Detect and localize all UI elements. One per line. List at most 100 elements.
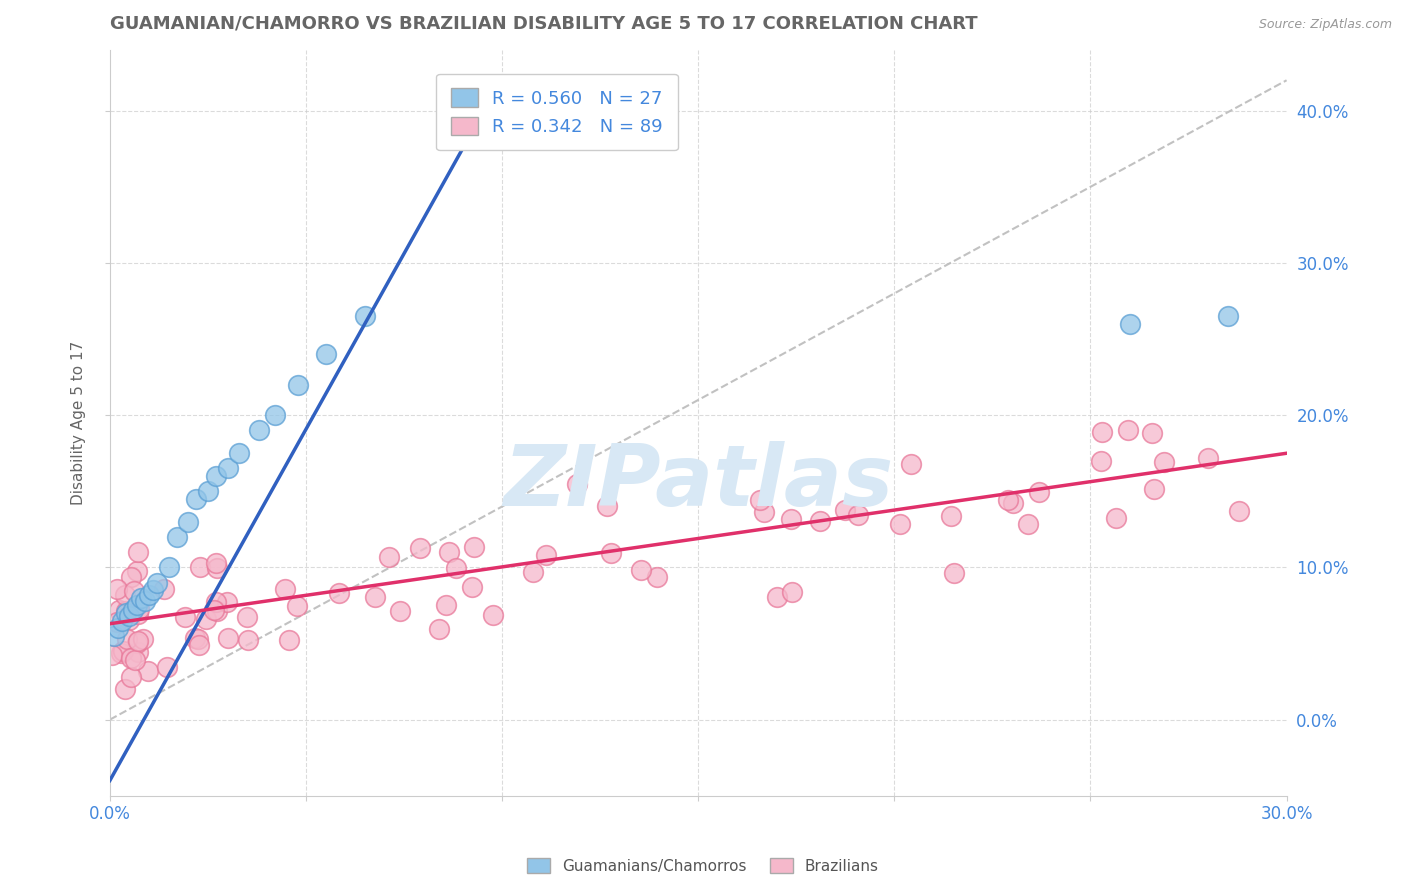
- Point: [595, 500, 617, 514]
- Point: [205, 595, 228, 609]
- Point: [138, 588, 160, 602]
- Point: [115, 632, 138, 646]
- Point: [217, 461, 239, 475]
- Point: [103, 629, 125, 643]
- Point: [156, 660, 179, 674]
- Point: [353, 310, 375, 324]
- Point: [463, 540, 485, 554]
- Point: [427, 622, 450, 636]
- Point: [194, 612, 217, 626]
- Point: [177, 515, 200, 529]
- Text: GUAMANIAN/CHAMORRO VS BRAZILIAN DISABILITY AGE 5 TO 17 CORRELATION CHART: GUAMANIAN/CHAMORRO VS BRAZILIAN DISABILI…: [110, 15, 977, 33]
- Text: ZIPatlas: ZIPatlas: [503, 441, 893, 524]
- Point: [274, 582, 297, 596]
- Point: [315, 347, 337, 361]
- Point: [136, 664, 159, 678]
- Legend: Guamanians/Chamorros, Brazilians: Guamanians/Chamorros, Brazilians: [522, 852, 884, 880]
- Point: [107, 621, 129, 635]
- Point: [105, 582, 128, 596]
- Point: [120, 670, 142, 684]
- Point: [188, 560, 211, 574]
- Point: [127, 633, 149, 648]
- Point: [187, 632, 209, 646]
- Point: [187, 638, 209, 652]
- Point: [110, 646, 132, 660]
- Point: [127, 645, 149, 659]
- Point: [780, 585, 803, 599]
- Point: [197, 484, 219, 499]
- Point: [941, 508, 963, 523]
- Point: [1142, 482, 1164, 496]
- Point: [186, 491, 208, 506]
- Point: [1216, 310, 1239, 324]
- Point: [1116, 424, 1139, 438]
- Point: [118, 613, 141, 627]
- Point: [848, 508, 870, 523]
- Point: [215, 595, 238, 609]
- Point: [1091, 425, 1114, 439]
- Point: [114, 588, 136, 602]
- Point: [536, 548, 558, 562]
- Y-axis label: Disability Age 5 to 17: Disability Age 5 to 17: [72, 341, 86, 505]
- Point: [263, 408, 285, 422]
- Point: [105, 615, 128, 629]
- Point: [808, 514, 831, 528]
- Point: [128, 602, 150, 616]
- Point: [174, 610, 197, 624]
- Point: [127, 607, 149, 621]
- Point: [889, 517, 911, 532]
- Legend: R = 0.560   N = 27, R = 0.342   N = 89: R = 0.560 N = 27, R = 0.342 N = 89: [436, 74, 678, 151]
- Point: [1153, 455, 1175, 469]
- Point: [409, 541, 432, 555]
- Point: [107, 603, 129, 617]
- Point: [205, 561, 228, 575]
- Point: [599, 546, 621, 560]
- Point: [134, 594, 156, 608]
- Point: [997, 493, 1019, 508]
- Point: [1090, 454, 1112, 468]
- Text: Source: ZipAtlas.com: Source: ZipAtlas.com: [1258, 18, 1392, 31]
- Point: [285, 599, 308, 613]
- Point: [1105, 511, 1128, 525]
- Point: [378, 549, 401, 564]
- Point: [146, 575, 169, 590]
- Point: [101, 648, 124, 662]
- Point: [765, 590, 787, 604]
- Point: [389, 603, 412, 617]
- Point: [127, 565, 149, 579]
- Point: [127, 545, 149, 559]
- Point: [152, 582, 174, 597]
- Point: [779, 512, 801, 526]
- Point: [1140, 426, 1163, 441]
- Point: [120, 651, 142, 665]
- Point: [437, 545, 460, 559]
- Point: [228, 446, 250, 460]
- Point: [118, 609, 141, 624]
- Point: [364, 590, 387, 604]
- Point: [112, 644, 135, 658]
- Point: [115, 603, 138, 617]
- Point: [166, 530, 188, 544]
- Point: [122, 584, 145, 599]
- Point: [121, 570, 143, 584]
- Point: [114, 682, 136, 697]
- Point: [110, 614, 132, 628]
- Point: [287, 377, 309, 392]
- Point: [834, 503, 856, 517]
- Point: [124, 653, 146, 667]
- Point: [434, 599, 457, 613]
- Point: [328, 586, 350, 600]
- Point: [460, 580, 482, 594]
- Point: [565, 477, 588, 491]
- Point: [205, 556, 228, 570]
- Point: [1118, 317, 1140, 331]
- Point: [204, 469, 226, 483]
- Point: [236, 609, 259, 624]
- Point: [522, 565, 544, 579]
- Point: [645, 569, 668, 583]
- Point: [630, 563, 652, 577]
- Point: [236, 632, 259, 647]
- Point: [132, 632, 155, 646]
- Point: [482, 608, 505, 623]
- Point: [1197, 450, 1219, 465]
